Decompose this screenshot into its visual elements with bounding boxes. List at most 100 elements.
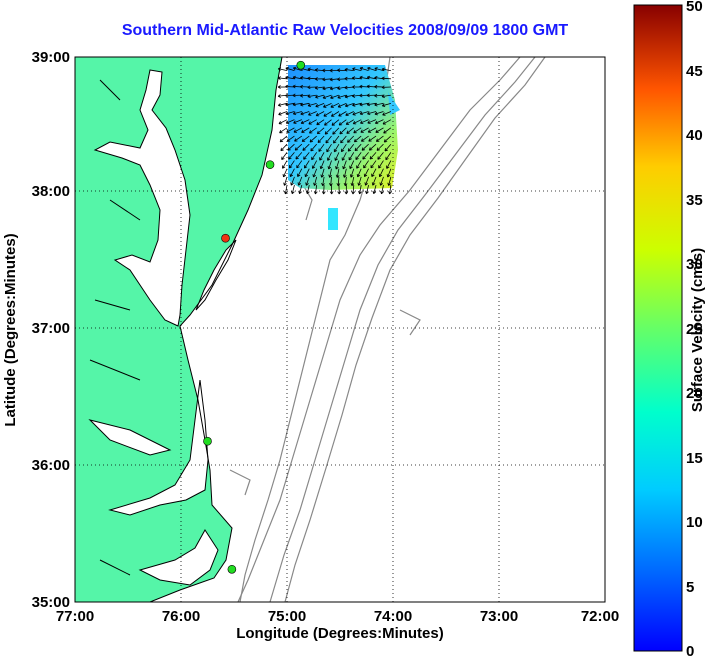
velocity-arrow [345,111,354,117]
velocity-arrow [352,119,362,125]
velocity-arrow [381,76,391,81]
velocity-arrow [321,185,326,195]
velocity-arrow [304,168,310,178]
velocity-arrow [351,85,362,89]
station-marker [203,436,212,446]
velocity-arrow [296,160,303,169]
velocity-arrow [355,152,362,160]
velocity-arrow [344,76,354,81]
velocity-arrow [341,152,347,161]
velocity-arrow [294,135,303,142]
grid-lines [75,57,605,602]
colorbar-tick: 50 [686,0,703,15]
velocity-arrow [343,176,348,187]
velocity-arrow [378,168,384,178]
velocity-arrow [374,102,384,107]
velocity-arrow [322,77,332,82]
velocity-arrow [301,135,310,142]
velocity-arrow [359,75,369,80]
velocity-arrow [289,168,295,178]
velocity-arrow [349,160,355,170]
velocity-arrow [383,135,392,143]
y-tick: 37:00 [32,320,70,337]
velocity-arrow [379,176,384,186]
velocity-arrow [321,176,325,187]
station-marker [265,160,275,169]
velocity-arrow [387,176,392,186]
velocity-arrow [315,94,325,99]
velocity-arrow [307,102,317,107]
velocity-arrow [366,93,377,98]
velocity-arrow [320,168,325,178]
velocity-arrow [277,85,288,89]
velocity-arrow [352,76,362,80]
velocity-arrow [294,143,303,151]
velocity-arrow [384,143,392,152]
velocity-arrow [327,160,332,170]
velocity-arrow [317,135,325,144]
velocity-arrow [370,160,377,169]
velocity-arrow [300,119,310,125]
x-axis-label: Longitude (Degrees:Minutes) [236,625,444,642]
colorbar-ticks: 0 5 10 15 20 25 30 35 40 45 50 [686,0,703,659]
velocity-arrow [335,160,340,170]
velocity-arrow [363,160,369,169]
velocity-arrow [352,67,362,72]
velocity-arrow [310,143,317,152]
velocity-arrow [292,102,302,107]
velocity-arrow [347,135,355,143]
colorbar-tick: 0 [686,643,694,659]
velocity-arrow [312,168,318,178]
velocity-arrow [331,119,340,126]
velocity-arrow [337,94,347,99]
colorbar-tick: 25 [686,321,703,338]
velocity-arrow [308,111,317,116]
velocity-arrow [359,111,369,116]
colorbar-tick: 40 [686,127,703,144]
velocity-arrow [323,102,332,108]
x-tick: 74:00 [374,608,412,625]
velocity-arrow [292,75,302,80]
velocity-arrow [381,85,391,90]
map-title: Southern Mid-Atlantic Raw Velocities 200… [121,22,569,39]
velocity-arrow [368,135,377,142]
colorbar-tick: 5 [686,579,694,596]
y-axis-ticks: 39:00 38:00 37:00 36:00 35:00 [32,49,70,611]
velocity-arrow [293,127,303,133]
velocity-arrow [364,176,369,186]
velocity-arrow [353,135,362,143]
velocity-arrow [279,127,288,134]
velocity-arrow [367,119,377,124]
velocity-arrow [313,176,318,186]
velocity-arrow [293,119,302,124]
velocity-arrow [342,160,347,170]
velocity-arrow [344,185,349,195]
velocity-arrow [381,94,391,99]
velocity-arrow [319,160,325,170]
velocity-arrow [360,119,369,125]
velocity-arrow [292,93,302,98]
colorbar-label: Surface Velocity (cm/s) [689,247,706,413]
velocity-arrow [344,67,354,72]
x-tick: 75:00 [268,608,306,625]
velocity-arrow [333,135,340,144]
velocity-arrow [324,119,332,126]
velocity-arrow [278,119,288,125]
velocity-arrow [346,127,355,134]
velocity-arrow [344,102,354,108]
velocity-arrow [283,176,288,186]
velocity-arrow [381,102,391,107]
velocity-arrow [337,86,347,91]
velocity-arrow [337,102,347,108]
velocity-arrow [325,135,332,144]
coastline [88,57,283,602]
velocity-arrow [288,152,295,160]
colorbar-tick: 15 [686,450,703,467]
velocity-arrow [315,111,325,117]
station-marker [296,60,306,70]
velocity-arrow [383,127,392,134]
velocity-arrow [347,143,355,152]
colorbar-tick: 20 [686,385,703,402]
station-marker [221,233,230,243]
velocity-arrow [316,119,325,126]
